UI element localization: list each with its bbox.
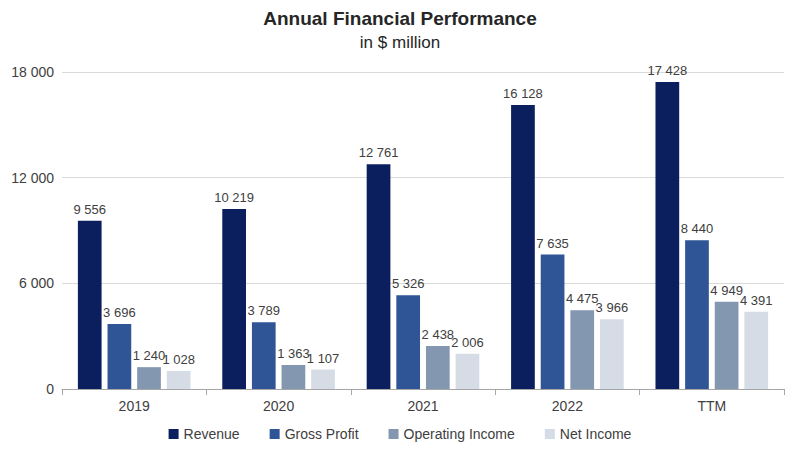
svg-text:Gross Profit: Gross Profit [285,426,359,442]
svg-text:4 949: 4 949 [710,283,743,298]
svg-text:4 475: 4 475 [566,291,599,306]
svg-text:1 240: 1 240 [133,348,166,363]
svg-text:2020: 2020 [263,398,294,414]
svg-text:16 128: 16 128 [503,86,543,101]
svg-text:2022: 2022 [552,398,583,414]
svg-text:2021: 2021 [407,398,438,414]
svg-text:17 428: 17 428 [647,63,687,78]
svg-text:2 006: 2 006 [451,335,484,350]
svg-text:9 556: 9 556 [73,202,106,217]
svg-text:18 000: 18 000 [11,64,54,80]
svg-text:Annual Financial Performance: Annual Financial Performance [263,8,536,29]
svg-text:4 391: 4 391 [740,293,773,308]
svg-text:in $ million: in $ million [360,33,440,52]
svg-text:2019: 2019 [119,398,150,414]
svg-text:0: 0 [46,381,54,397]
svg-text:6 000: 6 000 [19,275,54,291]
svg-text:12 761: 12 761 [359,145,399,160]
svg-text:Net Income: Net Income [560,426,632,442]
svg-text:8 440: 8 440 [681,221,714,236]
svg-text:3 789: 3 789 [248,303,281,318]
svg-text:2 438: 2 438 [422,327,455,342]
svg-text:TTM: TTM [697,398,726,414]
svg-text:3 966: 3 966 [596,300,629,315]
svg-text:5 326: 5 326 [392,276,425,291]
svg-text:7 635: 7 635 [536,236,569,251]
svg-text:1 028: 1 028 [162,352,195,367]
svg-text:10 219: 10 219 [214,190,254,205]
svg-text:1 107: 1 107 [307,351,340,366]
svg-text:Operating Income: Operating Income [404,426,515,442]
svg-text:1 363: 1 363 [277,346,310,361]
svg-text:12 000: 12 000 [11,170,54,186]
svg-text:Revenue: Revenue [184,426,240,442]
svg-text:3 696: 3 696 [103,305,136,320]
